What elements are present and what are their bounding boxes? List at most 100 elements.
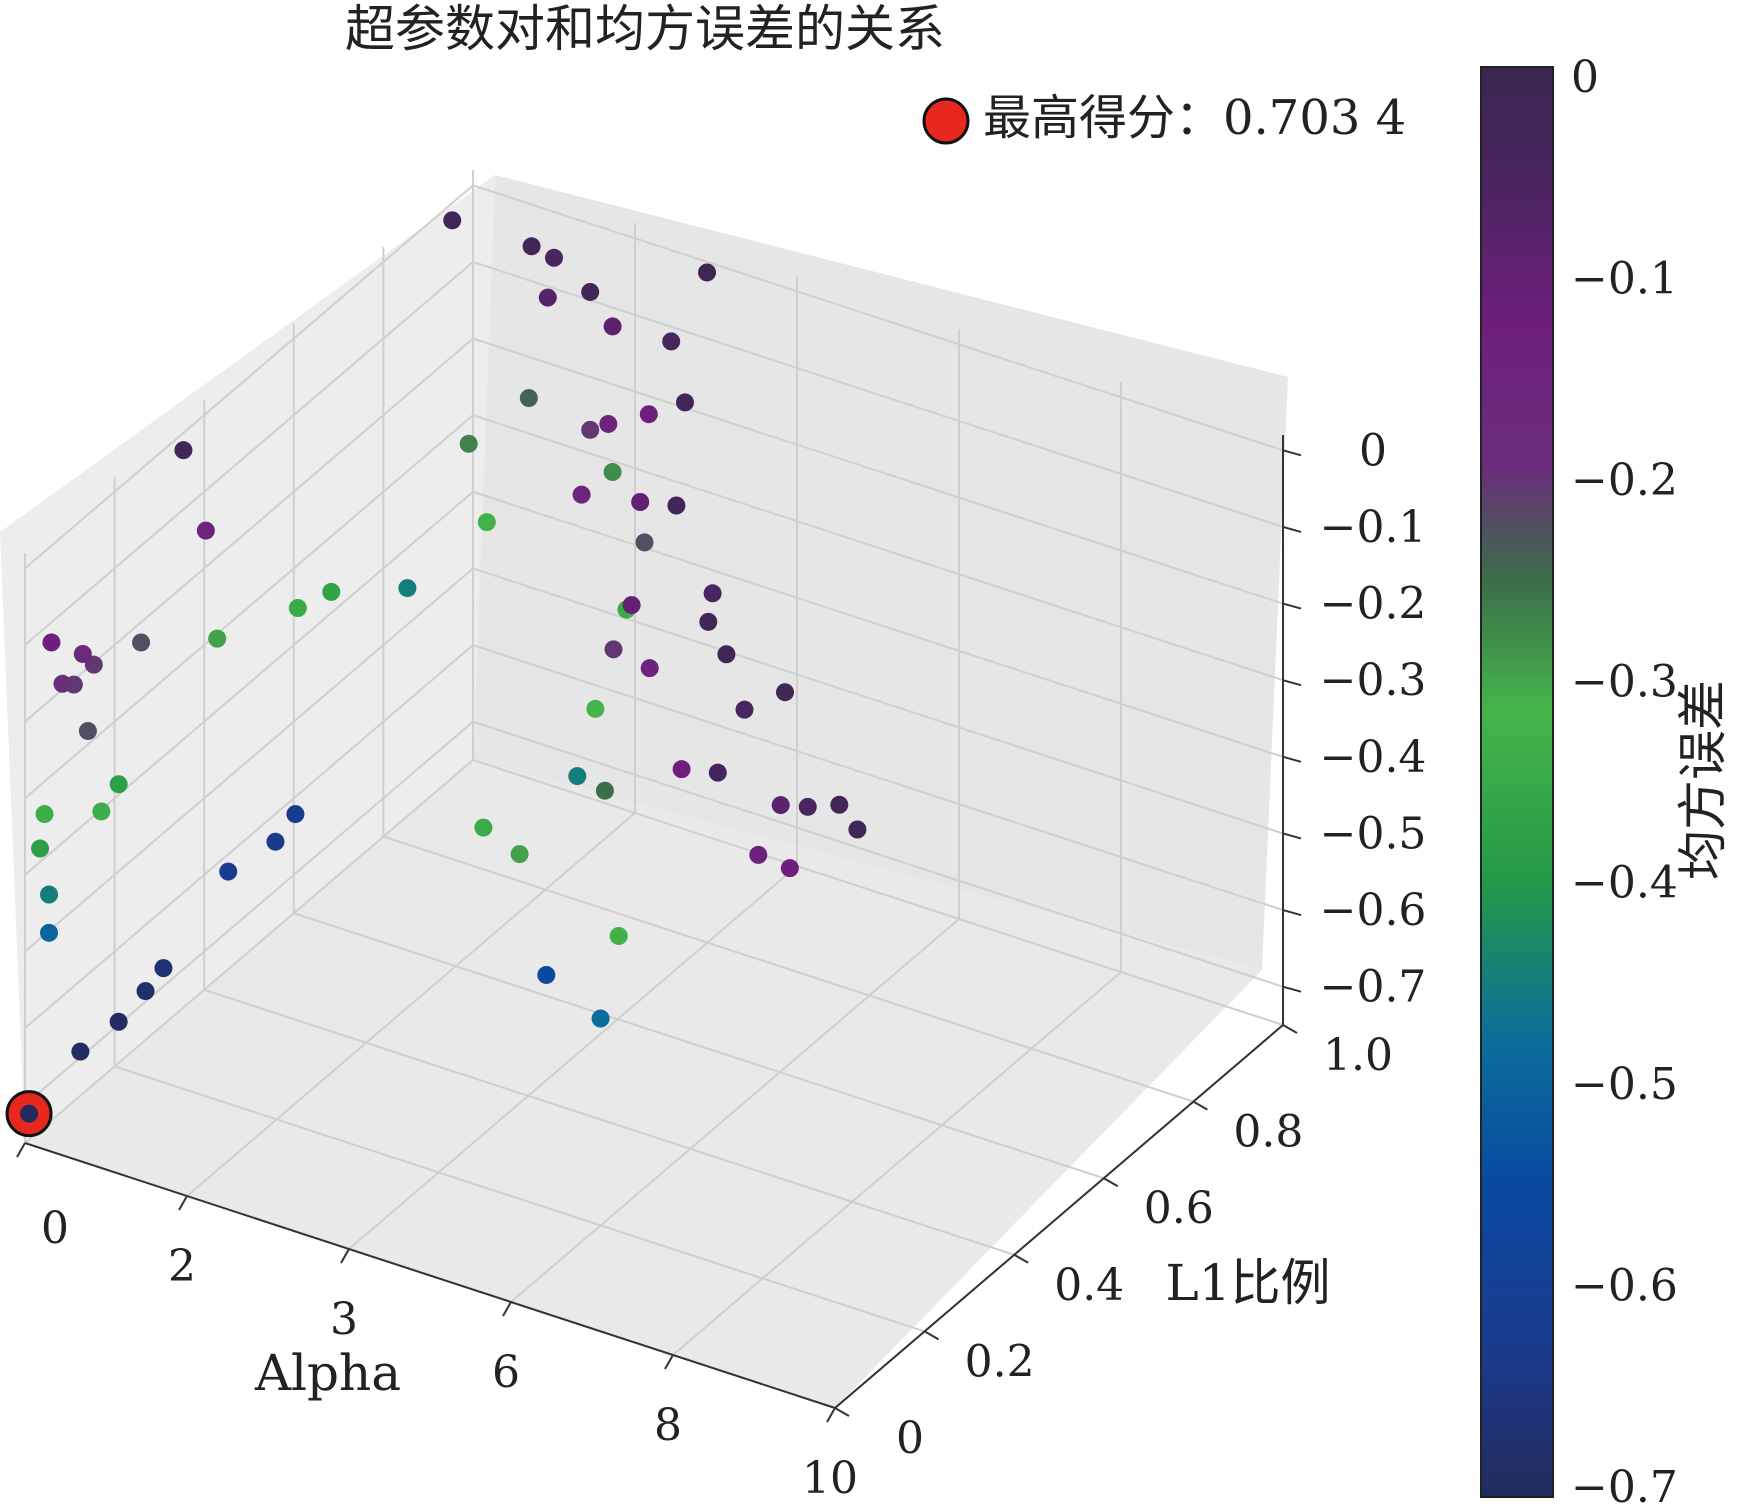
x-tick-label: 3 [330, 1294, 358, 1345]
z-tick-mark [1282, 755, 1302, 763]
z-tick-label: −0.6 [1320, 885, 1427, 936]
data-point [443, 211, 462, 230]
x-tick-label: 2 [168, 1241, 196, 1292]
floor-grid-line [348, 865, 798, 1250]
data-point [609, 926, 628, 945]
z-tick-label: −0.2 [1320, 579, 1427, 630]
colorbar-tick-label: −0.2 [1571, 455, 1678, 506]
floor-grid-line [472, 759, 1284, 1026]
x-tick-label: 6 [492, 1347, 520, 1398]
data-point [568, 767, 587, 786]
back-left-pane [0, 175, 495, 1143]
data-point [519, 389, 538, 408]
data-point [780, 859, 799, 878]
wall-grid-line [472, 184, 1284, 452]
data-point [640, 659, 659, 678]
colorbar-tick-label: −0.5 [1571, 1059, 1678, 1110]
wall-grid-line [24, 720, 474, 1106]
data-point [830, 795, 849, 814]
y-tick-label: 0.6 [1144, 1183, 1214, 1234]
x-tick-label: 0 [41, 1203, 69, 1254]
data-point [798, 797, 817, 816]
colorbar: 0 −0.1 −0.2 −0.3 −0.4 −0.5 −0.6 −0.7 均方误差 [1480, 52, 1732, 1508]
wall-grid-line [24, 644, 474, 1029]
wall-grid-line [472, 260, 1284, 528]
data-point [219, 862, 238, 881]
data-point [31, 839, 50, 858]
wall-grid-line [24, 184, 474, 570]
z-tick-label: −0.3 [1320, 655, 1427, 706]
y-tick-mark [1013, 1253, 1029, 1264]
data-point [71, 1042, 90, 1061]
data-point [537, 965, 556, 984]
data-point [703, 584, 722, 603]
data-point [196, 521, 215, 540]
data-point [735, 700, 754, 719]
x-tick-mark [502, 1301, 512, 1317]
z-tick-mark [1282, 909, 1302, 917]
wall-grid-line [472, 414, 1284, 682]
chart-title: 超参数对和均方误差的关系 [345, 0, 945, 58]
data-point [510, 845, 529, 864]
x-axis-label: Alpha [254, 1344, 401, 1402]
z-tick-mark [1282, 525, 1302, 533]
colorbar-tick-label: 0 [1571, 52, 1599, 103]
y-tick-mark [1103, 1177, 1119, 1188]
data-point [848, 820, 867, 839]
data-point [581, 282, 600, 301]
wall-grid-line [24, 567, 474, 953]
data-points [5, 211, 867, 1138]
y-tick-label: 1.0 [1323, 1030, 1393, 1081]
data-point [595, 781, 614, 800]
z-tick-label: −0.7 [1320, 962, 1427, 1013]
data-point [477, 513, 496, 532]
data-point [672, 760, 691, 779]
wall-grid-line [472, 490, 1284, 758]
data-point [599, 414, 618, 433]
data-point [631, 492, 650, 511]
data-point [286, 805, 305, 824]
data-point [20, 1104, 39, 1123]
x-tick-mark [664, 1354, 674, 1370]
y-tick-label: 0.8 [1233, 1107, 1303, 1158]
data-point [64, 675, 83, 694]
data-point [174, 441, 193, 460]
data-point [699, 612, 718, 631]
z-axis-ticks: 0 −0.1 −0.2 −0.3 −0.4 −0.5 −0.6 −0.7 [1320, 425, 1427, 1012]
data-point [717, 645, 736, 664]
data-point [40, 923, 59, 942]
data-point [522, 237, 541, 256]
z-tick-label: −0.5 [1320, 808, 1427, 859]
data-point [474, 818, 493, 837]
data-point [459, 434, 478, 453]
floor-grid-line [383, 835, 1194, 1103]
x-tick-label: 8 [654, 1400, 682, 1451]
data-point [78, 721, 97, 740]
x-tick-mark [340, 1248, 350, 1264]
data-point [109, 1012, 128, 1031]
data-point [42, 633, 61, 652]
data-point [635, 533, 654, 552]
y-tick-mark [1192, 1100, 1208, 1111]
wall-grid-line [472, 337, 1284, 605]
x-tick-label: 10 [802, 1453, 858, 1504]
floor-pane [25, 760, 1262, 1408]
wall-grid-line [472, 644, 1284, 912]
floor-grid-line [293, 912, 1105, 1180]
x-tick-mark [826, 1407, 836, 1423]
wall-grid-line [24, 414, 474, 799]
z-tick-mark [1282, 985, 1302, 993]
data-point [545, 248, 563, 267]
data-point [603, 317, 622, 336]
colorbar-label: 均方误差 [1674, 680, 1732, 880]
data-point [398, 579, 417, 598]
y-tick-mark [1282, 1024, 1298, 1034]
axis-lines [16, 435, 1302, 1423]
z-tick-label: −0.1 [1320, 502, 1427, 553]
floor-grid-line [24, 759, 474, 1144]
wall-grid-line [24, 261, 474, 646]
data-point [776, 683, 794, 702]
y-tick-label: 0.2 [965, 1336, 1035, 1387]
data-point [572, 485, 591, 504]
